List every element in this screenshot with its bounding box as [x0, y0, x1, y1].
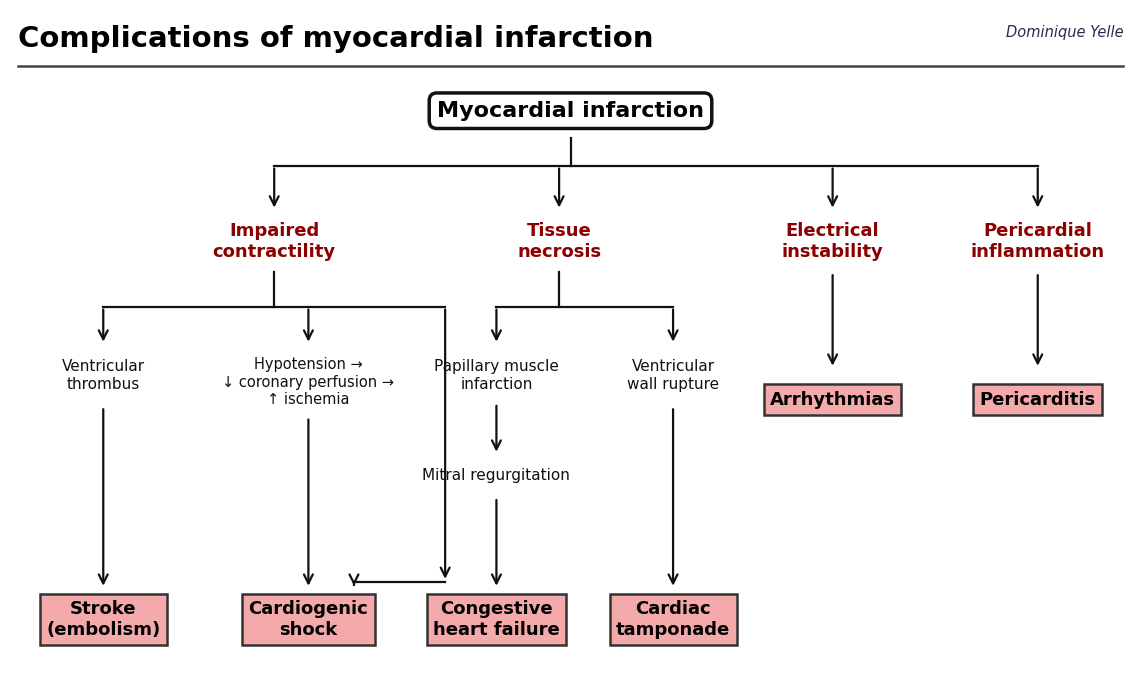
Text: Hypotension →
↓ coronary perfusion →
↑ ischemia: Hypotension → ↓ coronary perfusion → ↑ i… [222, 358, 395, 407]
Text: Ventricular
wall rupture: Ventricular wall rupture [628, 359, 719, 391]
Text: Pericarditis: Pericarditis [980, 391, 1095, 409]
Text: Stroke
(embolism): Stroke (embolism) [46, 600, 161, 639]
Text: Tissue
necrosis: Tissue necrosis [517, 222, 601, 260]
Text: Cardiac
tamponade: Cardiac tamponade [616, 600, 730, 639]
Text: Pericardial
inflammation: Pericardial inflammation [971, 222, 1104, 260]
Text: Cardiogenic
shock: Cardiogenic shock [249, 600, 369, 639]
Text: Arrhythmias: Arrhythmias [770, 391, 895, 409]
Text: Congestive
heart failure: Congestive heart failure [434, 600, 560, 639]
Text: Complications of myocardial infarction: Complications of myocardial infarction [18, 25, 654, 53]
Text: Impaired
contractility: Impaired contractility [212, 222, 335, 260]
Text: Dominique Yelle: Dominique Yelle [1005, 25, 1123, 40]
Text: Papillary muscle
infarction: Papillary muscle infarction [434, 359, 559, 391]
Text: Ventricular
thrombus: Ventricular thrombus [62, 359, 145, 391]
Text: Mitral regurgitation: Mitral regurgitation [422, 468, 570, 483]
Text: Electrical
instability: Electrical instability [782, 222, 883, 260]
Text: Myocardial infarction: Myocardial infarction [437, 101, 704, 121]
